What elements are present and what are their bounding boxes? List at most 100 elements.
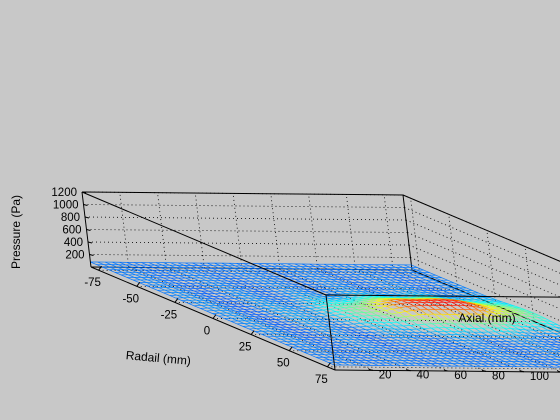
surface-mesh-line <box>270 268 277 272</box>
surface-mesh-line <box>371 311 379 313</box>
surface-mesh-line <box>494 350 501 355</box>
surface-mesh-line <box>365 329 372 333</box>
surface-mesh-line <box>235 310 242 315</box>
surface-mesh-line <box>376 276 383 280</box>
surface-mesh-line <box>351 307 358 311</box>
surface-mesh-line <box>360 354 368 359</box>
surface-mesh-line <box>451 331 459 335</box>
surface-mesh-line <box>488 363 496 367</box>
surface-mesh-line <box>419 313 427 316</box>
surface-mesh-line <box>503 327 512 329</box>
surface-mesh-line <box>204 282 212 286</box>
surface-mesh-line <box>485 311 493 316</box>
surface-mesh-line <box>461 342 469 347</box>
surface-mesh-line <box>432 358 440 362</box>
surface-mesh-line <box>455 340 463 344</box>
surface-mesh-line <box>334 286 342 290</box>
surface-mesh-line <box>222 275 230 279</box>
surface-mesh-line <box>234 265 242 269</box>
surface-mesh-line <box>427 277 434 281</box>
surface-mesh-line <box>516 334 523 339</box>
surface-mesh-line <box>365 360 373 364</box>
surface-mesh-line <box>452 284 460 289</box>
surface-mesh-line <box>408 362 415 367</box>
surface-mesh-line <box>300 281 308 285</box>
surface-mesh-line <box>347 319 355 322</box>
surface-mesh-line <box>326 318 333 323</box>
surface-mesh-line <box>509 351 516 355</box>
surface-mesh-line <box>441 292 449 296</box>
surface-mesh-line <box>159 284 167 288</box>
surface-mesh-line <box>176 264 183 269</box>
surface-mesh-line <box>441 355 448 359</box>
surface-mesh-line <box>477 313 485 320</box>
surface-mesh-line <box>352 341 359 346</box>
surface-mesh-line <box>311 318 319 322</box>
surface-mesh-line <box>284 268 292 272</box>
surface-mesh-line <box>393 331 400 336</box>
surface-mesh-line <box>409 329 416 333</box>
grid-line <box>405 219 560 286</box>
surface-mesh-line <box>291 346 298 350</box>
surface-mesh-line <box>452 363 459 367</box>
surface-mesh-line <box>550 323 558 326</box>
surface-mesh-line <box>166 269 174 274</box>
surface-mesh-line <box>315 326 323 330</box>
surface-mesh-line <box>277 283 285 287</box>
surface-mesh-line <box>336 329 343 333</box>
surface-mesh-line <box>358 344 365 348</box>
surface-mesh-line <box>279 326 286 330</box>
surface-mesh-line <box>257 311 264 315</box>
surface-mesh-line <box>338 305 345 309</box>
surface-mesh-line <box>192 292 200 297</box>
surface-mesh-line <box>483 358 491 362</box>
surface-mesh-line <box>358 359 365 364</box>
surface-mesh-line <box>458 350 465 355</box>
surface-mesh-line <box>399 274 406 279</box>
surface-mesh-line <box>242 326 250 330</box>
surface-mesh-line <box>337 266 344 270</box>
surface-mesh-line <box>482 304 491 307</box>
grid-line <box>86 229 408 233</box>
surface-mesh-line <box>467 360 475 365</box>
surface-mesh-line <box>354 276 361 281</box>
surface-mesh-line <box>390 317 398 319</box>
surface-mesh-line <box>495 348 503 352</box>
surface-mesh-line <box>309 307 317 309</box>
surface-mesh-line <box>273 338 280 343</box>
surface-mesh-line <box>236 323 244 327</box>
surface-mesh-line <box>307 344 314 348</box>
surface-mesh-line <box>457 334 465 339</box>
surface-mesh-line <box>238 273 246 277</box>
surface-mesh-line <box>509 311 517 314</box>
surface-mesh-line <box>527 343 534 347</box>
surface-mesh-line <box>285 298 292 302</box>
grid-line <box>317 268 560 372</box>
surface-mesh-line <box>191 280 198 284</box>
surface-mesh-line <box>492 356 499 360</box>
surface-mesh-line <box>260 302 268 306</box>
surface-mesh-line <box>339 321 347 325</box>
surface-mesh-line <box>310 276 317 280</box>
surface-mesh-line <box>242 280 249 285</box>
surface-mesh-line <box>353 339 360 343</box>
surface-mesh-line <box>504 324 512 329</box>
surface-mesh-line <box>459 348 466 352</box>
surface-mesh-line <box>378 310 386 312</box>
surface-mesh-line <box>533 361 541 365</box>
surface-mesh-line <box>221 293 229 297</box>
surface-mesh-line <box>458 302 467 304</box>
surface-mesh-line <box>405 315 413 318</box>
surface-mesh-line <box>274 291 281 295</box>
surface-mesh-line <box>358 329 365 334</box>
surface-mesh-line <box>211 282 219 286</box>
surface-mesh-line <box>480 331 488 336</box>
surface-mesh-line <box>398 291 405 295</box>
surface-mesh-line <box>530 316 537 321</box>
surface-mesh-line <box>214 307 221 311</box>
surface-mesh-line <box>300 266 308 270</box>
surface-mesh-line <box>115 269 123 273</box>
surface-mesh-line <box>352 304 361 306</box>
surface-mesh-line <box>432 282 439 286</box>
surface-mesh-line <box>274 336 281 340</box>
